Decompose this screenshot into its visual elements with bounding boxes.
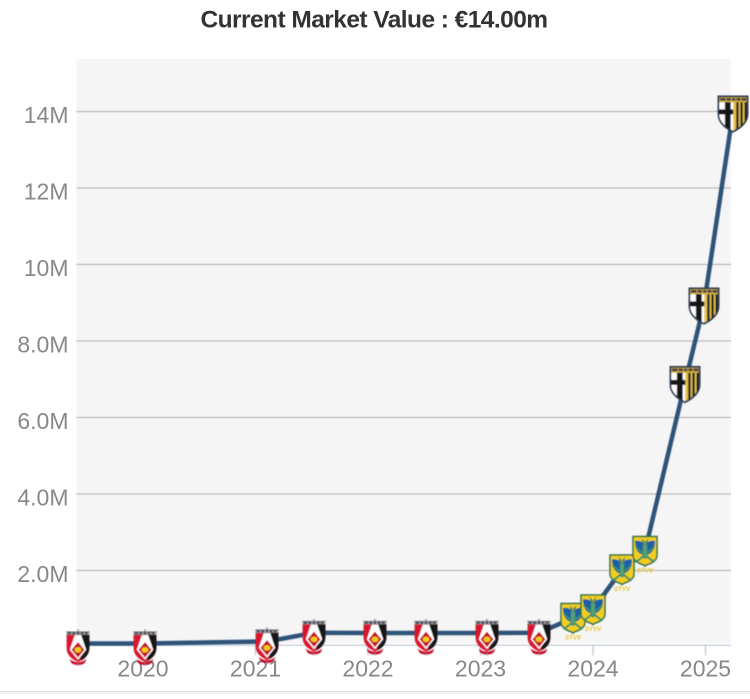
svg-text:2025: 2025 — [680, 655, 731, 681]
svg-text:8.0M: 8.0M — [17, 332, 68, 358]
svg-text:12M: 12M — [24, 179, 69, 205]
svg-text:6.0M: 6.0M — [17, 408, 68, 434]
svg-text:14M: 14M — [24, 102, 69, 128]
svg-text:4.0M: 4.0M — [17, 485, 68, 511]
svg-text:Current Market Value : €14.00m: Current Market Value : €14.00m — [200, 7, 547, 34]
svg-text:2023: 2023 — [455, 655, 506, 681]
svg-text:2022: 2022 — [342, 655, 393, 681]
svg-text:10M: 10M — [24, 255, 69, 281]
svg-text:2024: 2024 — [567, 655, 618, 681]
svg-text:2.0M: 2.0M — [17, 561, 68, 587]
